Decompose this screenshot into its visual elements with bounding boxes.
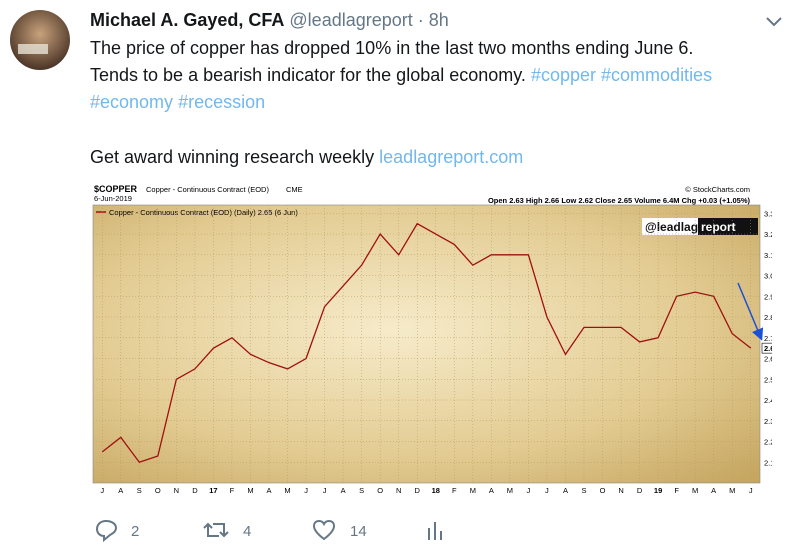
x-tick-label: N (618, 486, 623, 495)
plot-area (92, 204, 761, 484)
x-tick-label: J (323, 486, 327, 495)
x-tick-label: M (284, 486, 290, 495)
x-tick-label: 19 (654, 486, 662, 495)
x-tick-label: N (396, 486, 401, 495)
chart-subtitle: Copper - Continuous Contract (EOD) (146, 185, 269, 194)
x-tick-label: J (100, 486, 104, 495)
x-tick-label: A (267, 486, 272, 495)
x-tick-label: O (600, 486, 606, 495)
y-tick-label: 3.3 (764, 209, 772, 218)
y-tick-label: 2.2 (764, 438, 772, 447)
x-tick-label: F (674, 486, 679, 495)
tweet-text: Get award winning research weekly (90, 147, 375, 167)
y-tick-label: 2.1 (764, 458, 772, 467)
x-tick-label: S (137, 486, 142, 495)
x-tick-label: J (749, 486, 753, 495)
y-tick-label: 2.5 (764, 375, 772, 384)
y-tick-label: 2.3 (764, 417, 772, 426)
x-tick-label: O (377, 486, 383, 495)
hashtag[interactable]: #economy (90, 92, 174, 112)
x-tick-label: N (174, 486, 179, 495)
x-tick-label: J (527, 486, 531, 495)
watermark-bg (698, 218, 758, 235)
tweet-line: #economy #recession (90, 92, 265, 113)
x-tick-label: A (118, 486, 123, 495)
x-tick-label: A (341, 486, 346, 495)
x-tick-label: S (359, 486, 364, 495)
chart-title: $COPPER (94, 184, 138, 194)
source: © StockCharts.com (685, 185, 750, 194)
x-tick-label: O (155, 486, 161, 495)
x-tick-label: A (489, 486, 494, 495)
x-tick-label: M (692, 486, 698, 495)
hashtag[interactable]: #recession (178, 92, 266, 112)
x-tick-label: D (192, 486, 198, 495)
watermark-bg (642, 218, 698, 235)
tweet-line: Get award winning research weekly leadla… (90, 147, 523, 168)
analytics-icon[interactable] (425, 518, 445, 542)
price-line (101, 222, 752, 464)
last-price-box (761, 342, 772, 354)
retweet-count: 4 (243, 523, 252, 540)
x-tick-label: 17 (209, 486, 217, 495)
header: Michael A. Gayed, CFA @leadlagreport · 8… (90, 10, 449, 31)
handle[interactable]: @leadlagreport (289, 10, 413, 30)
y-tick-label: 3.1 (764, 251, 772, 260)
x-tick-label: A (711, 486, 716, 495)
x-tick-label: J (304, 486, 308, 495)
tweet-line: The price of copper has dropped 10% in t… (90, 38, 694, 58)
y-tick-label: 2.4 (764, 396, 772, 405)
annotation-arrow (737, 282, 764, 341)
x-tick-label: S (581, 486, 586, 495)
x-tick-label: D (415, 486, 421, 495)
x-tick-label: M (729, 486, 735, 495)
x-tick-label: J (545, 486, 549, 495)
reply-icon[interactable] (95, 518, 119, 542)
y-tick-label: 2.6 (764, 355, 772, 364)
watermark: @leadlag (645, 220, 698, 234)
x-tick-label: F (452, 486, 457, 495)
legend-text: Copper - Continuous Contract (EOD) (Dail… (109, 208, 298, 217)
exchange: CME (286, 185, 303, 194)
x-tick-label: 18 (432, 486, 440, 495)
x-tick-label: A (563, 486, 568, 495)
retweet-icon[interactable] (203, 518, 229, 542)
reply-count: 2 (131, 523, 140, 540)
author[interactable]: Michael A. Gayed, CFA (90, 10, 285, 30)
y-tick-label: 2.9 (764, 292, 772, 301)
x-tick-label: F (230, 486, 235, 495)
x-tick-label: M (507, 486, 513, 495)
y-tick-label: 3.2 (764, 230, 772, 239)
like-icon[interactable] (312, 518, 336, 542)
watermark: report (701, 220, 736, 234)
y-tick-label: 2.7 (764, 334, 772, 343)
hashtag[interactable]: #commodities (601, 65, 713, 85)
tweet-text: Tends to be a bearish indicator for the … (90, 65, 526, 85)
like-count: 14 (350, 523, 367, 540)
chart-date: 6-Jun-2019 (94, 194, 132, 203)
chart[interactable]: $COPPER Copper - Continuous Contract (EO… (90, 183, 772, 497)
x-tick-label: M (470, 486, 476, 495)
hashtag[interactable]: #copper (530, 65, 597, 85)
y-tick-label: 3.0 (764, 272, 772, 281)
quote: Open 2.63 High 2.66 Low 2.62 Close 2.65 … (488, 196, 751, 205)
y-tick-label: 2.8 (764, 313, 772, 322)
link[interactable]: leadlagreport.com (379, 147, 524, 167)
menu-chevron[interactable] (765, 15, 783, 29)
x-tick-label: M (247, 486, 253, 495)
last-price-label: 2.65 (764, 344, 772, 353)
time[interactable]: · 8h (417, 10, 449, 30)
x-tick-label: D (637, 486, 643, 495)
tweet-line: Tends to be a bearish indicator for the … (90, 65, 712, 86)
avatar[interactable] (10, 10, 70, 70)
